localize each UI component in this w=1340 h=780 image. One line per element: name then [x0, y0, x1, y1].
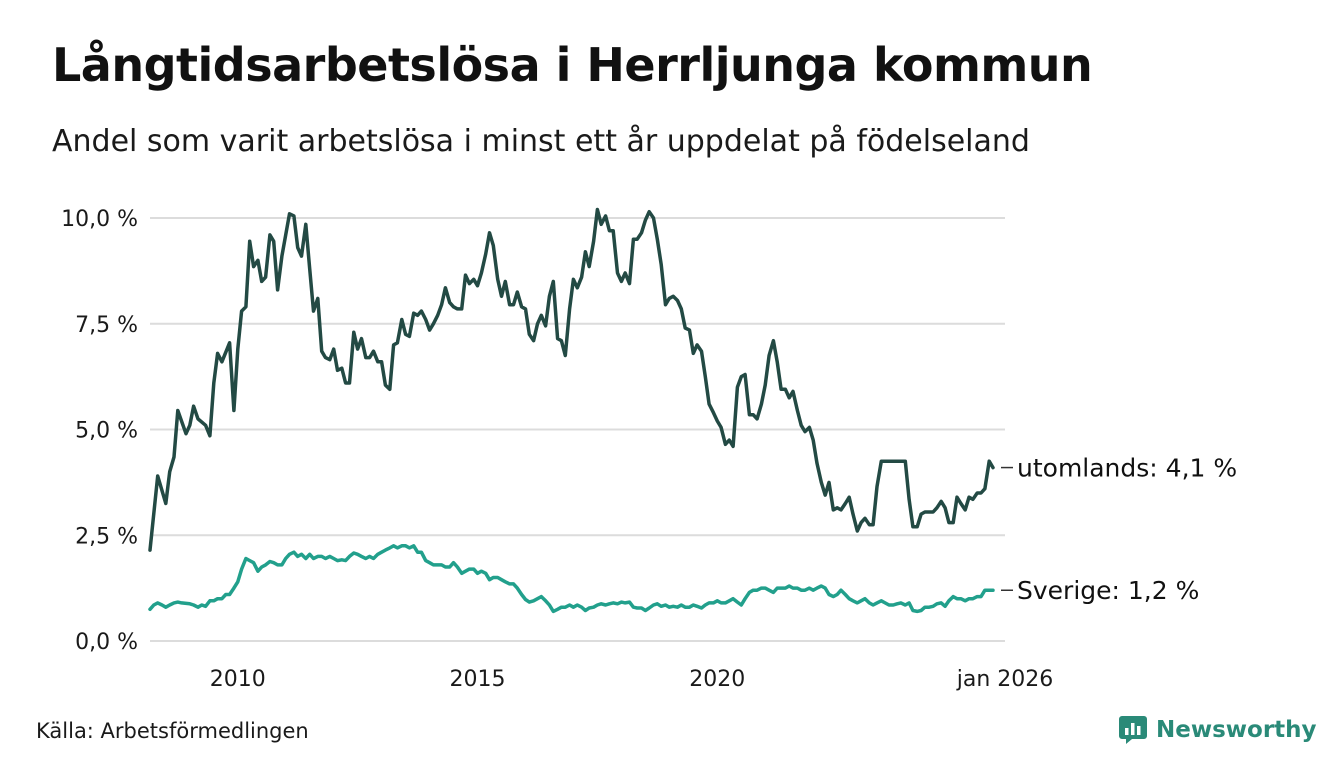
- brand-name: Newsworthy: [1156, 717, 1317, 743]
- chart-title: Långtidsarbetslösa i Herrljunga kommun: [52, 38, 1093, 92]
- x-tick-label: 2010: [210, 667, 266, 692]
- end-label-sverige: Sverige: 1,2 %: [1017, 576, 1199, 605]
- x-tick-label: 2015: [450, 667, 506, 692]
- y-tick-label: 0,0 %: [75, 630, 138, 655]
- y-tick-label: 10,0 %: [61, 207, 138, 232]
- x-tick-label: 2020: [689, 667, 745, 692]
- series-lines: [148, 207, 995, 614]
- end-label-utomlands: utomlands: 4,1 %: [1017, 454, 1237, 483]
- series-line-utomlands: [148, 207, 995, 552]
- newsworthy-logo: Newsworthy: [1118, 714, 1317, 746]
- x-tick-label: jan 2026: [956, 667, 1054, 692]
- y-tick-label: 5,0 %: [75, 419, 138, 444]
- newsworthy-logo-icon: [1119, 716, 1147, 744]
- y-tick-label: 7,5 %: [75, 313, 138, 338]
- x-axis-ticks: 2010 2015 2020 jan 2026: [210, 667, 1054, 692]
- end-labels: utomlands: 4,1 % Sverige: 1,2 %: [1001, 454, 1237, 605]
- chart-subtitle: Andel som varit arbetslösa i minst ett å…: [52, 124, 1030, 159]
- source-note: Källa: Arbetsförmedlingen: [36, 719, 309, 743]
- series-line-sverige: [148, 544, 995, 614]
- y-tick-label: 2,5 %: [75, 524, 138, 549]
- y-axis-ticks: 0,0 % 2,5 % 5,0 % 7,5 % 10,0 %: [61, 207, 138, 655]
